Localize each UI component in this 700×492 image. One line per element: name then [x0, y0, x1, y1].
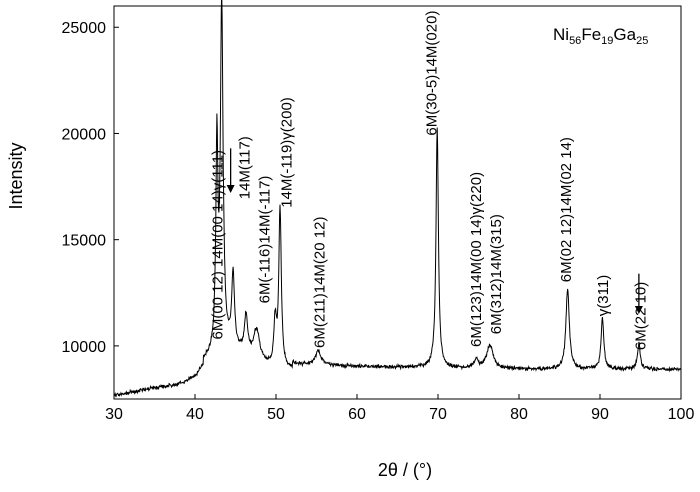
- y-tick-label: 25000: [62, 20, 107, 37]
- x-axis-title: 2θ / (°): [378, 460, 432, 480]
- x-tick-label: 70: [429, 406, 447, 423]
- y-tick-label: 10000: [62, 339, 107, 356]
- x-tick-label: 50: [267, 406, 285, 423]
- peak-label: 14M(-119)γ(200): [278, 97, 295, 208]
- x-tick-label: 30: [105, 406, 123, 423]
- x-tick-label: 80: [510, 406, 528, 423]
- peak-label: 6M(30-5)14M(020): [423, 11, 440, 136]
- y-tick-label: 20000: [62, 126, 107, 143]
- peak-arrows: [226, 148, 643, 315]
- x-tick-label: 40: [186, 406, 204, 423]
- peak-label: 6M(02 12)14M(02 14): [558, 137, 575, 282]
- peak-label: 14M(117): [236, 136, 253, 199]
- x-tick-label: 60: [348, 406, 366, 423]
- arrow-head: [634, 306, 643, 315]
- sample-composition-label: Ni56Fe19Ga25: [553, 25, 648, 47]
- y-axis-title: Intensity: [6, 142, 26, 209]
- y-tick-label: 15000: [62, 233, 107, 250]
- arrow-head: [226, 184, 235, 193]
- peak-label: 6M(-116)14M(-117): [257, 176, 274, 304]
- axis-ticks: 30 40 50 60 70 80 90 100 10000 15000 20000 25000: [62, 20, 695, 423]
- peak-label: 6M(123)14M(00 14)γ(220): [468, 172, 485, 347]
- x-tick-label: 100: [668, 406, 695, 423]
- peak-label: γ(311): [595, 275, 612, 316]
- x-tick-label: 90: [591, 406, 609, 423]
- peak-annotations: 6M(00 12) 14M(00 14)γ(111) 14M(117)6M(-11…: [210, 11, 650, 351]
- peak-label: 6M(211)14M(20 12): [312, 217, 329, 348]
- peak-label: 6M(22 10): [632, 282, 649, 350]
- peak-label: 6M(312)14M(315): [488, 214, 505, 334]
- diffraction-pattern-line: [113, 0, 682, 398]
- plot-frame: [113, 5, 682, 400]
- peak-label: 6M(00 12) 14M(00 14)γ(111): [210, 150, 227, 340]
